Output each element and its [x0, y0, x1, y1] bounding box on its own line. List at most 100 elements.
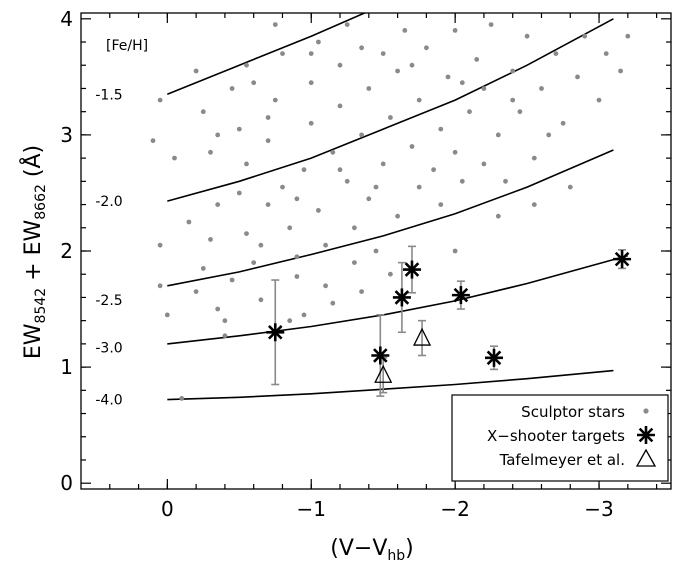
- star-point: [344, 22, 350, 27]
- xshooter-point: [451, 286, 470, 305]
- star-point: [172, 155, 177, 161]
- star-point: [208, 237, 213, 242]
- calibration-line--1.5: [167, 13, 367, 96]
- star-point: [215, 132, 221, 138]
- star-point: [366, 86, 372, 91]
- star-point: [560, 120, 566, 126]
- star-point: [575, 74, 580, 80]
- feh-labels: [Fe/H] -1.5 -2.0 -2.5 -3.0 -4.0: [95, 38, 148, 409]
- x-tick-label: −3: [584, 497, 613, 521]
- star-point: [438, 202, 444, 208]
- star-point: [388, 115, 393, 120]
- x-tick-label: −1: [297, 497, 326, 521]
- star-point: [200, 109, 206, 115]
- star-point: [510, 68, 516, 74]
- feh-label: -2.0: [95, 194, 122, 210]
- star-point: [265, 138, 271, 144]
- star-point: [193, 289, 199, 294]
- y-tick-label: 1: [60, 355, 73, 379]
- star-point: [531, 155, 537, 161]
- xshooter-point: [266, 323, 285, 342]
- xshooter-point-stroke: [486, 350, 502, 366]
- star-point: [236, 126, 242, 132]
- star-point: [222, 318, 228, 324]
- star-point: [308, 51, 314, 56]
- star-point: [215, 306, 221, 312]
- star-point: [186, 219, 192, 225]
- tafelmeyer-points: [374, 327, 432, 383]
- star-point: [251, 80, 257, 86]
- xshooter-targets: [266, 250, 632, 367]
- star-point: [402, 28, 408, 33]
- star-point: [330, 149, 336, 155]
- star-point: [359, 45, 364, 51]
- star-point: [208, 149, 213, 155]
- star-point: [438, 126, 444, 132]
- xshooter-point-stroke: [453, 287, 469, 303]
- star-point: [373, 184, 379, 190]
- legend-label-xshooter: X−shooter targets: [487, 427, 625, 445]
- xshooter-point-stroke: [394, 290, 410, 305]
- star-point: [481, 161, 487, 167]
- star-point: [280, 51, 285, 56]
- xshooter-point: [402, 260, 421, 279]
- star-point: [229, 86, 235, 91]
- star-point: [294, 254, 300, 260]
- star-point: [474, 57, 480, 62]
- star-point: [388, 271, 393, 277]
- xshooter-point: [485, 348, 503, 367]
- star-point: [459, 178, 465, 184]
- star-point: [395, 68, 400, 74]
- star-point: [157, 242, 163, 248]
- legend-label-tafelmeyer: Tafelmeyer et al.: [499, 451, 625, 469]
- star-point: [258, 297, 264, 303]
- star-point: [200, 266, 206, 271]
- star-point: [337, 167, 343, 173]
- star-point: [236, 190, 242, 196]
- star-point: [510, 97, 516, 103]
- star-point: [157, 97, 163, 103]
- xshooter-point-stroke: [373, 348, 388, 363]
- star-point: [316, 39, 321, 45]
- calibration-line--3.0: [167, 254, 629, 345]
- calibration-lines: [167, 13, 629, 401]
- star-point: [301, 312, 307, 318]
- star-point: [251, 260, 257, 265]
- feh-label: -1.5: [95, 87, 122, 103]
- star-point: [287, 225, 293, 231]
- star-point: [503, 178, 508, 184]
- star-point: [582, 33, 588, 39]
- star-point: [359, 289, 364, 294]
- feh-header: [Fe/H]: [106, 38, 148, 54]
- star-point: [323, 242, 328, 248]
- star-point: [596, 97, 602, 103]
- star-point: [258, 242, 264, 248]
- legend-label-stars: Sculptor stars: [521, 403, 625, 421]
- star-point: [287, 318, 293, 324]
- y-axis-label: EW8542 + EW8662 (Å): [19, 145, 49, 359]
- star-point: [229, 277, 235, 283]
- star-point: [301, 167, 307, 173]
- sculptor-stars: [150, 22, 631, 401]
- tafelmeyer-point: [412, 327, 432, 346]
- star-point: [380, 161, 386, 167]
- star-point: [495, 132, 501, 138]
- star-point: [316, 208, 321, 213]
- star-point: [546, 132, 552, 138]
- star-point: [481, 86, 487, 91]
- star-point: [150, 138, 156, 144]
- star-point: [452, 28, 458, 33]
- y-tick-label: 4: [60, 7, 73, 31]
- legend-xshooter-glyph: [637, 426, 655, 444]
- star-point: [344, 178, 350, 184]
- star-point: [164, 312, 170, 318]
- y-tick-label: 0: [60, 471, 73, 495]
- star-point: [553, 51, 559, 56]
- star-point: [294, 274, 300, 279]
- star-point: [409, 144, 415, 149]
- star-point: [395, 213, 400, 219]
- legend: Sculptor stars X−shooter targets Tafelme…: [451, 394, 669, 482]
- x-tick-label: −2: [440, 497, 469, 521]
- star-point: [424, 45, 429, 51]
